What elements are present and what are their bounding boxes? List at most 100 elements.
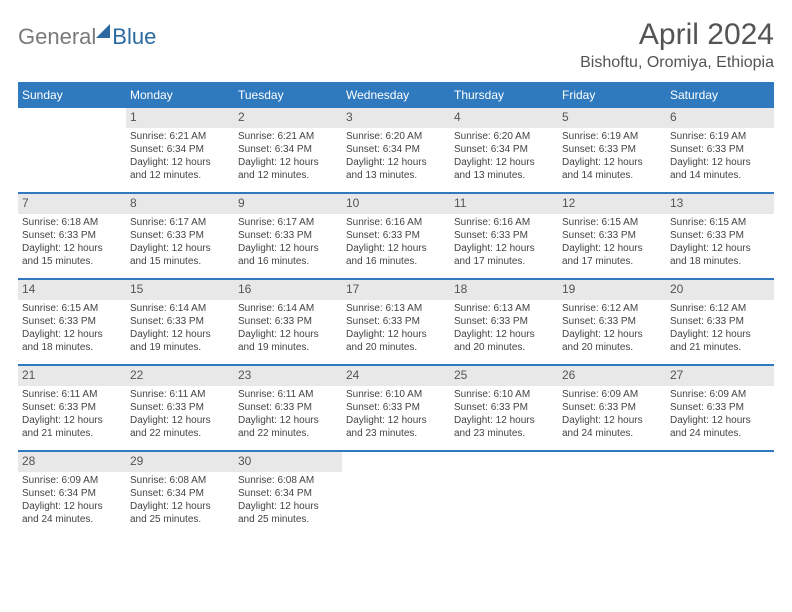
daylight-text-1: Daylight: 12 hours bbox=[238, 414, 338, 427]
calendar-week-row: 21Sunrise: 6:11 AMSunset: 6:33 PMDayligh… bbox=[18, 365, 774, 451]
sunset-text: Sunset: 6:33 PM bbox=[454, 401, 554, 414]
day-details: Sunrise: 6:21 AMSunset: 6:34 PMDaylight:… bbox=[126, 128, 234, 182]
sunrise-text: Sunrise: 6:11 AM bbox=[238, 388, 338, 401]
day-number: 10 bbox=[342, 194, 450, 214]
daylight-text-2: and 15 minutes. bbox=[22, 255, 122, 268]
daylight-text-1: Daylight: 12 hours bbox=[670, 156, 770, 169]
location-text: Bishoftu, Oromiya, Ethiopia bbox=[580, 54, 774, 72]
calendar-day-cell: 14Sunrise: 6:15 AMSunset: 6:33 PMDayligh… bbox=[18, 279, 126, 365]
calendar-week-row: 7Sunrise: 6:18 AMSunset: 6:33 PMDaylight… bbox=[18, 193, 774, 279]
sunrise-text: Sunrise: 6:15 AM bbox=[22, 302, 122, 315]
day-details: Sunrise: 6:17 AMSunset: 6:33 PMDaylight:… bbox=[234, 214, 342, 268]
calendar-day-cell: 16Sunrise: 6:14 AMSunset: 6:33 PMDayligh… bbox=[234, 279, 342, 365]
sunrise-text: Sunrise: 6:16 AM bbox=[346, 216, 446, 229]
sunset-text: Sunset: 6:33 PM bbox=[562, 315, 662, 328]
day-number: 28 bbox=[18, 452, 126, 472]
sunrise-text: Sunrise: 6:14 AM bbox=[238, 302, 338, 315]
daylight-text-2: and 20 minutes. bbox=[562, 341, 662, 354]
day-details: Sunrise: 6:20 AMSunset: 6:34 PMDaylight:… bbox=[342, 128, 450, 182]
calendar-day-cell: 5Sunrise: 6:19 AMSunset: 6:33 PMDaylight… bbox=[558, 107, 666, 193]
day-details: Sunrise: 6:15 AMSunset: 6:33 PMDaylight:… bbox=[666, 214, 774, 268]
daylight-text-2: and 19 minutes. bbox=[238, 341, 338, 354]
daylight-text-2: and 25 minutes. bbox=[238, 513, 338, 526]
day-number: 11 bbox=[450, 194, 558, 214]
day-number: 3 bbox=[342, 108, 450, 128]
daylight-text-2: and 16 minutes. bbox=[238, 255, 338, 268]
daylight-text-1: Daylight: 12 hours bbox=[22, 328, 122, 341]
calendar-table: SundayMondayTuesdayWednesdayThursdayFrid… bbox=[18, 82, 774, 536]
daylight-text-1: Daylight: 12 hours bbox=[670, 328, 770, 341]
day-number: 12 bbox=[558, 194, 666, 214]
calendar-day-cell: 17Sunrise: 6:13 AMSunset: 6:33 PMDayligh… bbox=[342, 279, 450, 365]
daylight-text-1: Daylight: 12 hours bbox=[346, 414, 446, 427]
daylight-text-2: and 23 minutes. bbox=[346, 427, 446, 440]
daylight-text-2: and 17 minutes. bbox=[562, 255, 662, 268]
sunrise-text: Sunrise: 6:11 AM bbox=[130, 388, 230, 401]
sunrise-text: Sunrise: 6:21 AM bbox=[130, 130, 230, 143]
daylight-text-1: Daylight: 12 hours bbox=[130, 500, 230, 513]
weekday-header: Tuesday bbox=[234, 83, 342, 107]
sunset-text: Sunset: 6:34 PM bbox=[130, 487, 230, 500]
day-details: Sunrise: 6:08 AMSunset: 6:34 PMDaylight:… bbox=[126, 472, 234, 526]
day-number: 14 bbox=[18, 280, 126, 300]
sunset-text: Sunset: 6:33 PM bbox=[562, 143, 662, 156]
calendar-day-cell bbox=[18, 107, 126, 193]
day-number: 20 bbox=[666, 280, 774, 300]
sunset-text: Sunset: 6:34 PM bbox=[454, 143, 554, 156]
weekday-header: Friday bbox=[558, 83, 666, 107]
daylight-text-2: and 12 minutes. bbox=[130, 169, 230, 182]
sunrise-text: Sunrise: 6:12 AM bbox=[562, 302, 662, 315]
day-number: 26 bbox=[558, 366, 666, 386]
sunrise-text: Sunrise: 6:08 AM bbox=[238, 474, 338, 487]
calendar-week-row: 1Sunrise: 6:21 AMSunset: 6:34 PMDaylight… bbox=[18, 107, 774, 193]
sunrise-text: Sunrise: 6:19 AM bbox=[562, 130, 662, 143]
calendar-day-cell: 26Sunrise: 6:09 AMSunset: 6:33 PMDayligh… bbox=[558, 365, 666, 451]
daylight-text-1: Daylight: 12 hours bbox=[346, 328, 446, 341]
daylight-text-1: Daylight: 12 hours bbox=[22, 500, 122, 513]
day-number: 19 bbox=[558, 280, 666, 300]
daylight-text-2: and 22 minutes. bbox=[238, 427, 338, 440]
sunrise-text: Sunrise: 6:10 AM bbox=[346, 388, 446, 401]
calendar-day-cell: 1Sunrise: 6:21 AMSunset: 6:34 PMDaylight… bbox=[126, 107, 234, 193]
daylight-text-2: and 14 minutes. bbox=[670, 169, 770, 182]
day-number: 15 bbox=[126, 280, 234, 300]
calendar-day-cell bbox=[342, 451, 450, 536]
daylight-text-2: and 18 minutes. bbox=[22, 341, 122, 354]
day-details: Sunrise: 6:09 AMSunset: 6:33 PMDaylight:… bbox=[558, 386, 666, 440]
logo-text-blue: Blue bbox=[112, 24, 156, 50]
day-details: Sunrise: 6:11 AMSunset: 6:33 PMDaylight:… bbox=[234, 386, 342, 440]
sunset-text: Sunset: 6:33 PM bbox=[238, 229, 338, 242]
daylight-text-2: and 16 minutes. bbox=[346, 255, 446, 268]
sunrise-text: Sunrise: 6:15 AM bbox=[670, 216, 770, 229]
daylight-text-1: Daylight: 12 hours bbox=[562, 242, 662, 255]
calendar-day-cell: 21Sunrise: 6:11 AMSunset: 6:33 PMDayligh… bbox=[18, 365, 126, 451]
calendar-day-cell: 27Sunrise: 6:09 AMSunset: 6:33 PMDayligh… bbox=[666, 365, 774, 451]
day-number: 25 bbox=[450, 366, 558, 386]
day-number: 21 bbox=[18, 366, 126, 386]
calendar-day-cell: 20Sunrise: 6:12 AMSunset: 6:33 PMDayligh… bbox=[666, 279, 774, 365]
page-title: April 2024 bbox=[580, 18, 774, 52]
daylight-text-2: and 24 minutes. bbox=[670, 427, 770, 440]
sunset-text: Sunset: 6:33 PM bbox=[670, 229, 770, 242]
daylight-text-1: Daylight: 12 hours bbox=[670, 242, 770, 255]
day-number: 4 bbox=[450, 108, 558, 128]
sunset-text: Sunset: 6:33 PM bbox=[670, 143, 770, 156]
calendar-header-row: SundayMondayTuesdayWednesdayThursdayFrid… bbox=[18, 83, 774, 107]
day-details: Sunrise: 6:12 AMSunset: 6:33 PMDaylight:… bbox=[666, 300, 774, 354]
day-details: Sunrise: 6:11 AMSunset: 6:33 PMDaylight:… bbox=[126, 386, 234, 440]
calendar-day-cell: 22Sunrise: 6:11 AMSunset: 6:33 PMDayligh… bbox=[126, 365, 234, 451]
sunrise-text: Sunrise: 6:19 AM bbox=[670, 130, 770, 143]
daylight-text-1: Daylight: 12 hours bbox=[238, 156, 338, 169]
daylight-text-2: and 23 minutes. bbox=[454, 427, 554, 440]
daylight-text-1: Daylight: 12 hours bbox=[346, 156, 446, 169]
sunset-text: Sunset: 6:33 PM bbox=[670, 315, 770, 328]
calendar-day-cell: 6Sunrise: 6:19 AMSunset: 6:33 PMDaylight… bbox=[666, 107, 774, 193]
day-details: Sunrise: 6:11 AMSunset: 6:33 PMDaylight:… bbox=[18, 386, 126, 440]
day-number-empty bbox=[558, 452, 666, 472]
sunset-text: Sunset: 6:34 PM bbox=[346, 143, 446, 156]
daylight-text-1: Daylight: 12 hours bbox=[238, 500, 338, 513]
sunset-text: Sunset: 6:34 PM bbox=[238, 487, 338, 500]
daylight-text-2: and 20 minutes. bbox=[346, 341, 446, 354]
weekday-header: Wednesday bbox=[342, 83, 450, 107]
calendar-day-cell bbox=[558, 451, 666, 536]
